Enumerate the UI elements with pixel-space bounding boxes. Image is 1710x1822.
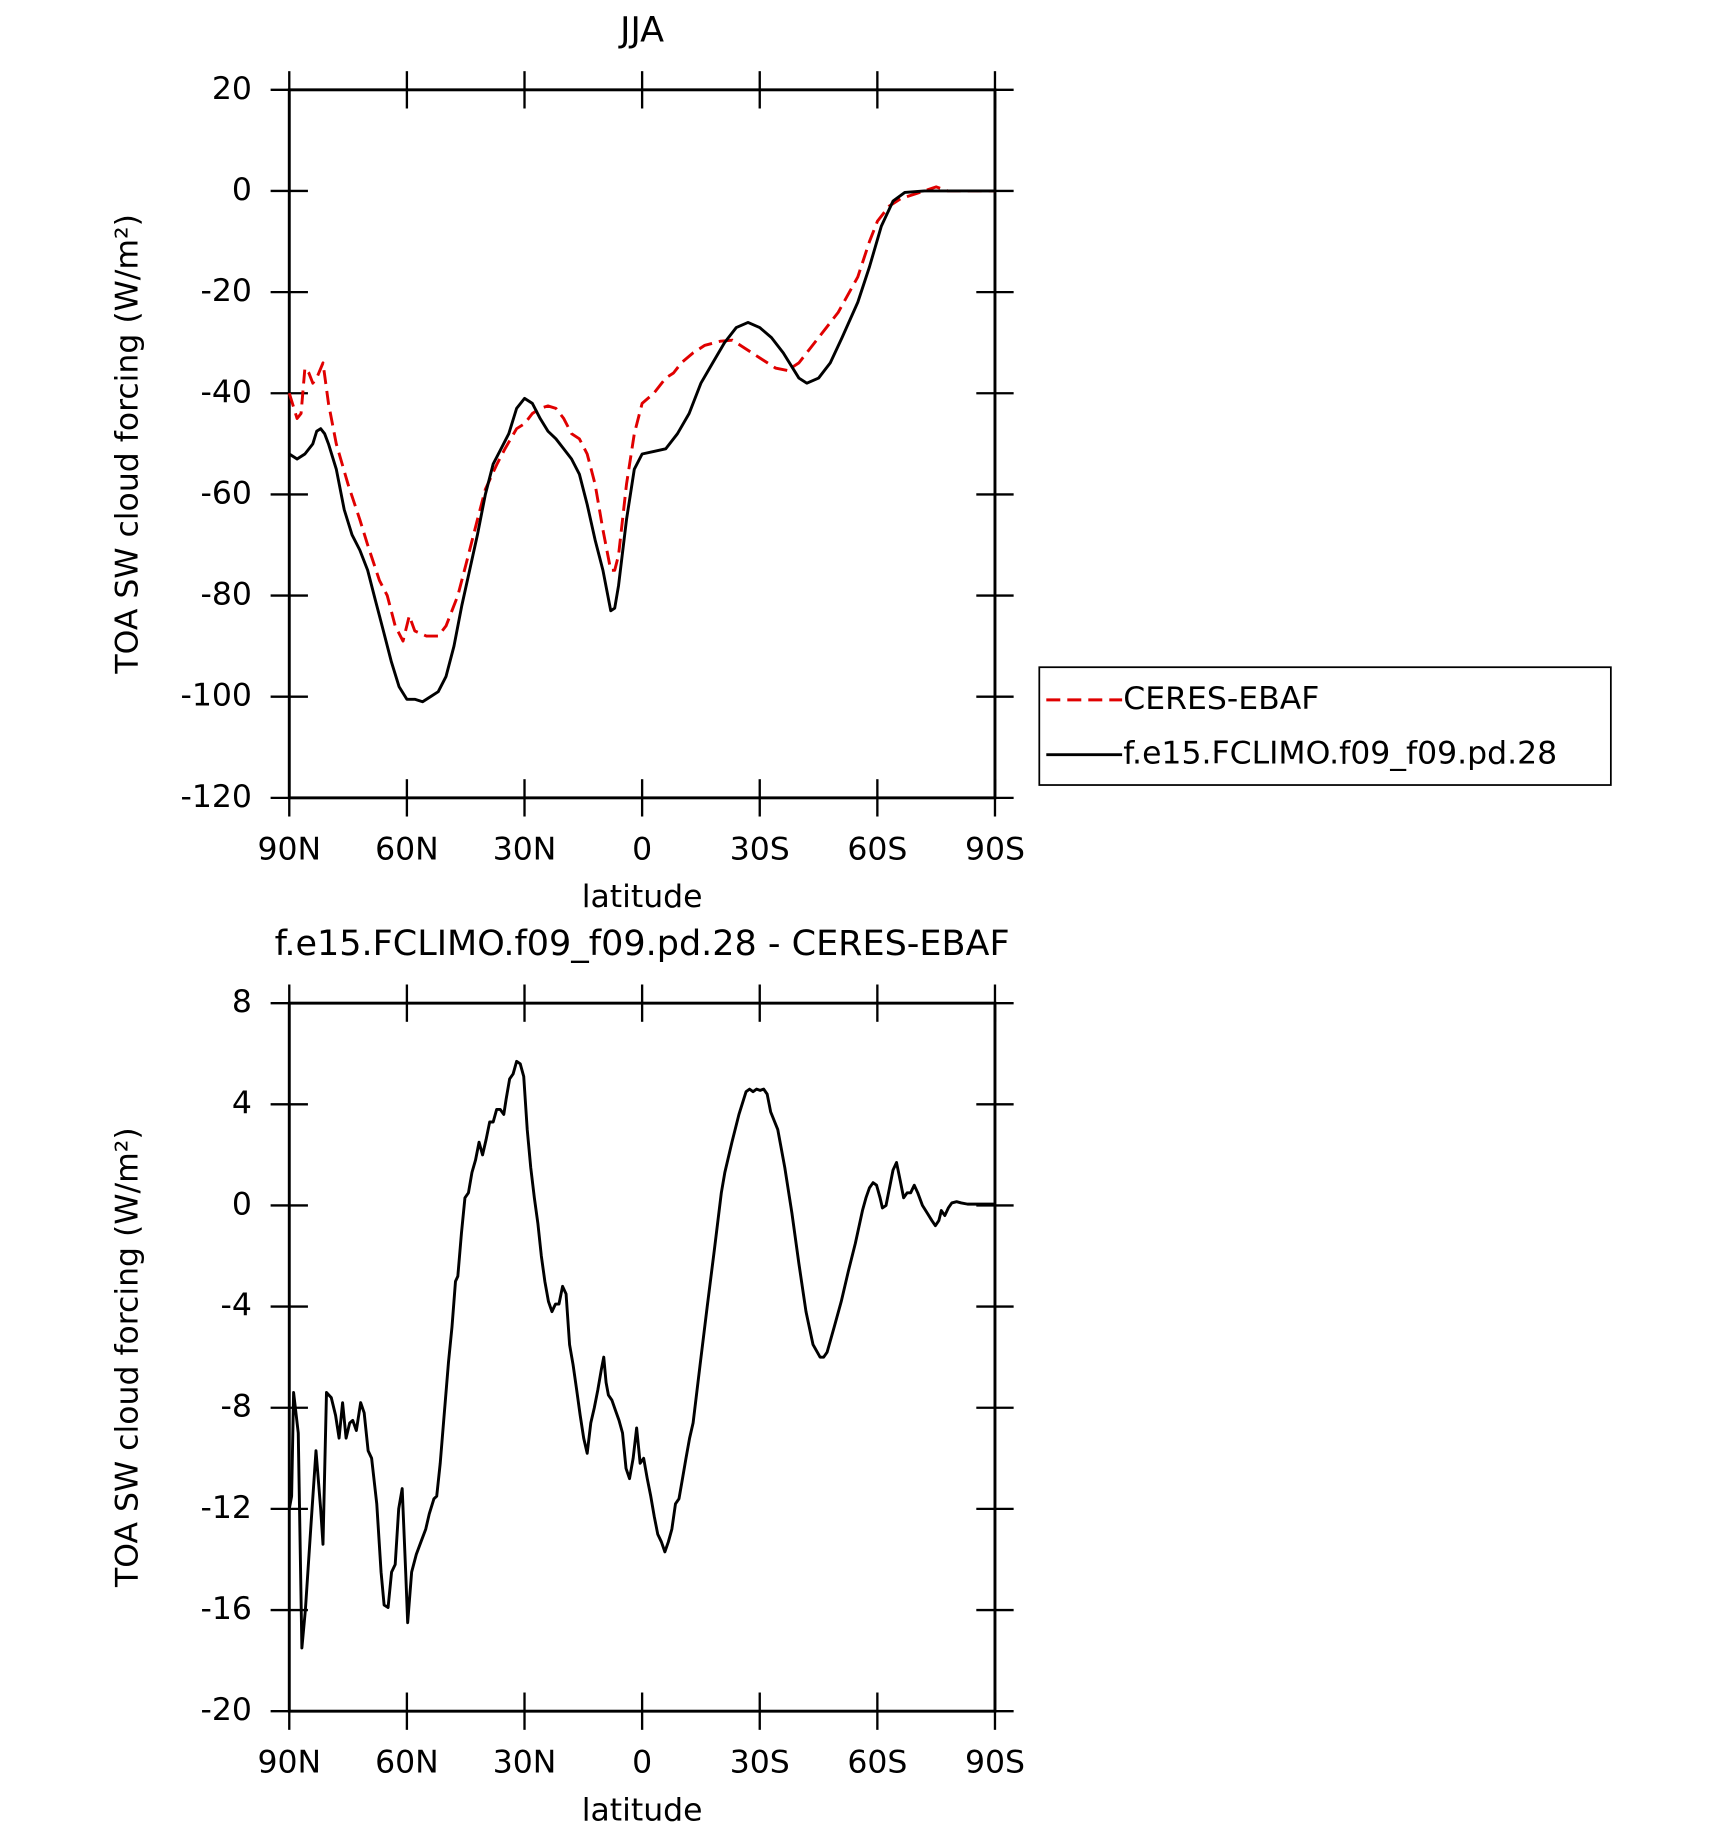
data-line — [288, 189, 995, 704]
x-tick-label: 90S — [965, 831, 1025, 867]
x-tick-label: 60N — [375, 831, 439, 867]
y-tick-label: -16 — [201, 1591, 252, 1627]
y-tick-label: -60 — [201, 475, 252, 511]
x-tick-label: 30N — [493, 1745, 557, 1781]
y-tick-label: -20 — [201, 273, 252, 309]
chart-title: JJA — [618, 11, 664, 51]
y-tick-label: -80 — [201, 577, 252, 613]
legend-label: f.e15.FCLIMO.f09_f09.pd.28 — [1123, 736, 1557, 772]
y-tick-label: 20 — [212, 71, 252, 107]
y-tick-label: -20 — [201, 1692, 252, 1728]
legend-label: CERES-EBAF — [1123, 681, 1319, 717]
x-tick-label: 90S — [965, 1745, 1025, 1781]
chart-title: f.e15.FCLIMO.f09_f09.pd.28 - CERES-EBAF — [275, 924, 1010, 964]
x-tick-label: 0 — [632, 831, 652, 867]
y-tick-label: -4 — [221, 1288, 252, 1324]
x-tick-label: 30S — [730, 1745, 790, 1781]
y-axis-label: TOA SW cloud forcing (W/m²) — [109, 214, 145, 675]
legend-box — [1038, 666, 1612, 786]
y-tick-label: 0 — [232, 172, 252, 208]
y-tick-label: -12 — [201, 1490, 252, 1526]
y-tick-label: -40 — [201, 374, 252, 410]
x-tick-label: 60S — [847, 831, 907, 867]
x-tick-label: 30S — [730, 831, 790, 867]
data-line — [287, 1059, 995, 1650]
data-line — [287, 185, 995, 643]
y-tick-label: -100 — [180, 678, 251, 714]
plot-frame — [287, 88, 997, 800]
x-tick-label: 30N — [493, 831, 557, 867]
y-tick-label: -8 — [221, 1389, 252, 1425]
y-tick-label: -120 — [180, 779, 251, 815]
x-axis-label: latitude — [582, 879, 703, 915]
x-tick-label: 90N — [257, 831, 321, 867]
plot-frame — [287, 1001, 997, 1713]
y-tick-label: 4 — [232, 1085, 252, 1121]
x-axis-label: latitude — [582, 1792, 703, 1822]
x-tick-label: 90N — [257, 1745, 321, 1781]
y-tick-label: 8 — [232, 984, 252, 1020]
x-tick-label: 60S — [847, 1745, 907, 1781]
y-axis-label: TOA SW cloud forcing (W/m²) — [109, 1127, 145, 1588]
y-tick-label: 0 — [232, 1186, 252, 1222]
x-tick-label: 60N — [375, 1745, 439, 1781]
x-tick-label: 0 — [632, 1745, 652, 1781]
